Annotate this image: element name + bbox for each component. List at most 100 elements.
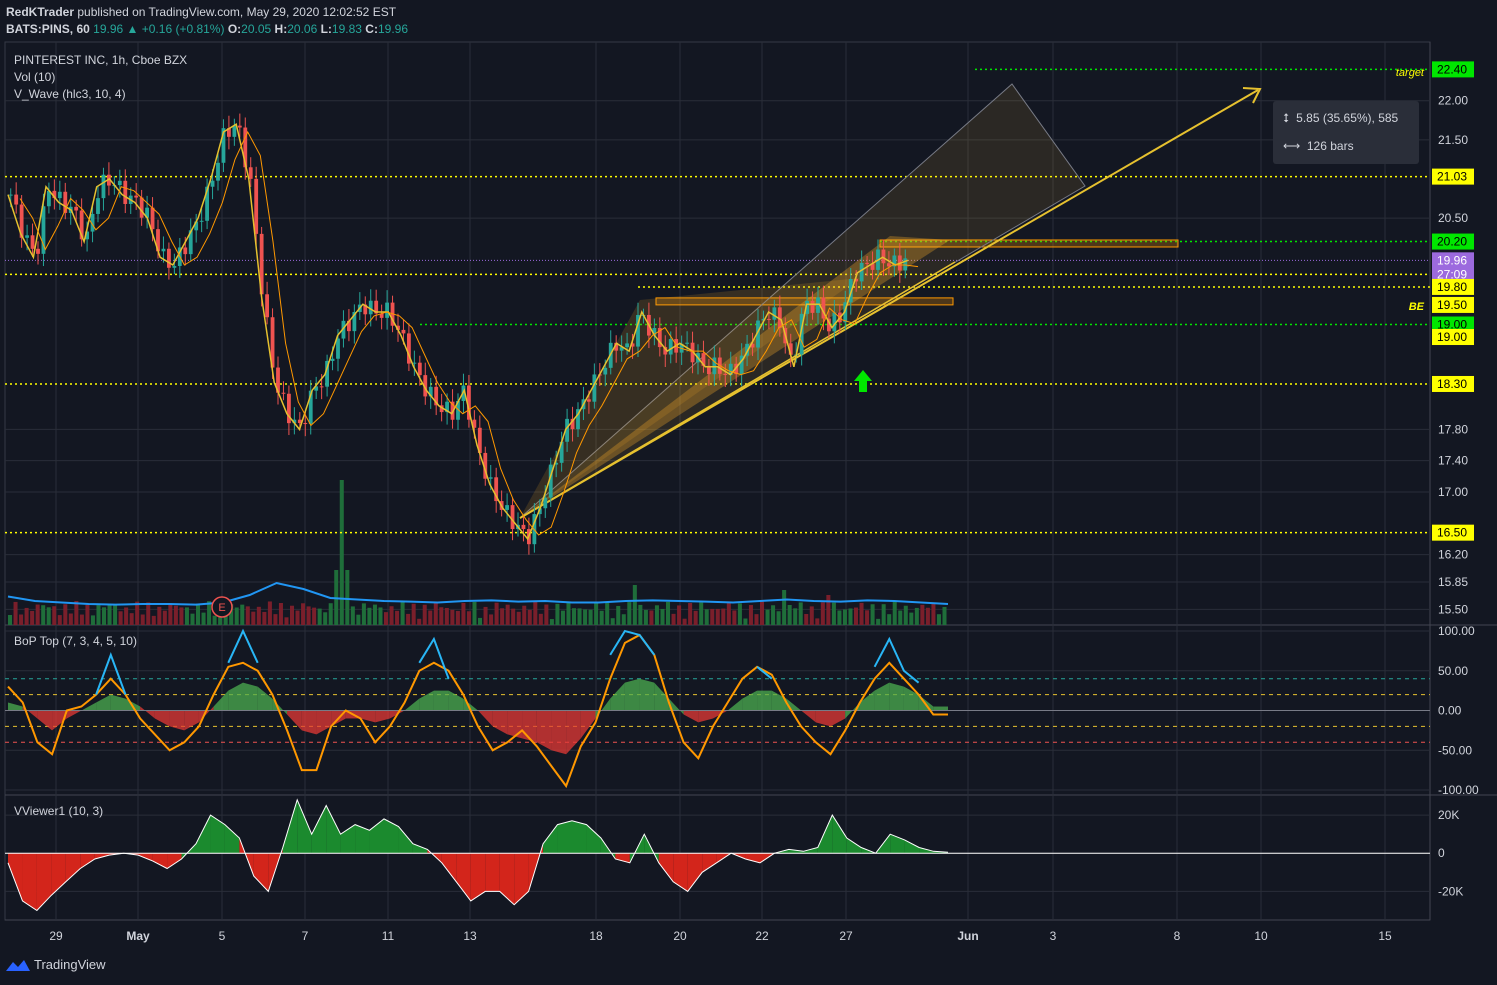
bop-area-segment — [801, 710, 816, 723]
volume-bar — [560, 610, 565, 625]
volume-bar — [345, 570, 350, 625]
volume-bar — [251, 611, 256, 625]
volume-bar — [63, 604, 68, 625]
volume-bar — [478, 617, 483, 625]
volume-bar — [627, 602, 632, 625]
vviewer-area-segment — [412, 843, 428, 854]
volume-bar — [887, 614, 892, 625]
vviewer-area-segment — [687, 853, 703, 892]
author-name[interactable]: RedKTrader — [6, 5, 75, 19]
volume-bar — [649, 610, 654, 625]
vviewer-area-segment — [253, 853, 269, 892]
vviewer-area-segment — [80, 853, 95, 869]
x-tick-label: 13 — [463, 929, 477, 943]
volume-bar — [721, 608, 726, 625]
volume-bar — [732, 610, 737, 625]
bop-area-segment — [698, 710, 713, 723]
x-tick-label: 8 — [1174, 929, 1181, 943]
candle-body — [728, 363, 733, 376]
volume-bar — [699, 602, 704, 625]
x-tick-label: 18 — [589, 929, 603, 943]
candle-body — [903, 258, 908, 271]
tradingview-logo[interactable]: TradingView — [6, 957, 106, 972]
vviewer-tick-label: 20K — [1438, 808, 1459, 822]
candle-body — [341, 320, 346, 339]
volume-bar — [538, 613, 543, 625]
bop-area-segment — [903, 686, 919, 711]
candle-body — [668, 339, 673, 355]
candle-body — [221, 128, 226, 163]
vviewer-area-segment — [572, 820, 587, 854]
candle-body — [134, 195, 139, 198]
bop-area-segment — [654, 682, 669, 711]
bop-area-segment — [228, 682, 243, 711]
volume-bar — [549, 619, 554, 625]
legend-bop[interactable]: BoP Top (7, 3, 4, 5, 10) — [14, 634, 137, 648]
volume-bar — [46, 607, 51, 625]
volume-bar — [400, 601, 405, 625]
volume-bar — [290, 605, 295, 625]
candle-body — [592, 374, 597, 402]
high-label: H: — [274, 22, 288, 36]
last-price: 19.96 — [93, 22, 124, 36]
candle-body — [821, 297, 826, 319]
volume-bar — [892, 601, 897, 625]
volume-bar — [566, 602, 571, 625]
candle-body — [865, 262, 869, 264]
vviewer-area-segment — [297, 799, 312, 854]
candle-body — [281, 392, 286, 394]
vviewer-area-segment — [846, 837, 862, 854]
volume-bar — [113, 605, 118, 625]
price-scale-badge-text: 19.96 — [1437, 253, 1467, 267]
vviewer-area-segment — [152, 853, 168, 869]
price-tick-label: 20.50 — [1438, 211, 1468, 225]
bop-tick-label: 100.00 — [1438, 624, 1475, 638]
legend-vviewer[interactable]: VViewer1 (10, 3) — [14, 804, 104, 818]
candle-body — [194, 221, 199, 231]
price-scale-badge-text: 21.03 — [1437, 170, 1467, 184]
candle-body — [79, 210, 84, 240]
volume-bar — [196, 603, 201, 625]
candle-body — [336, 338, 340, 359]
vviewer-area-segment — [615, 853, 630, 863]
volume-bar — [782, 590, 787, 625]
bop-area-segment — [889, 682, 904, 711]
legend-vol[interactable]: Vol (10) — [14, 70, 56, 84]
vviewer-area-segment — [311, 805, 327, 854]
candle-body — [870, 263, 875, 270]
candle-body — [805, 300, 809, 314]
candle-body — [723, 373, 728, 376]
candle-body — [188, 230, 193, 255]
bop-area-segment — [624, 678, 640, 711]
high-value: 20.06 — [287, 22, 318, 36]
vviewer-area-series — [8, 799, 948, 911]
candle-body — [379, 313, 384, 318]
bop-area-segment — [404, 698, 420, 711]
candle-body — [19, 204, 24, 238]
candle-body — [739, 355, 744, 375]
legend-vwave[interactable]: V_Wave (hlc3, 10, 4) — [14, 87, 126, 101]
volume-bar — [79, 614, 84, 625]
candle-body — [587, 399, 591, 402]
candle-body — [216, 162, 220, 181]
candle-body — [630, 343, 635, 347]
price-scale-badge-text: 19.00 — [1437, 330, 1467, 344]
volume-bar — [19, 614, 24, 625]
candle-body — [117, 180, 122, 186]
volume-bar — [793, 608, 798, 625]
volume-bar — [533, 601, 538, 625]
open-label: O: — [227, 22, 242, 36]
x-tick-label: 11 — [382, 929, 395, 943]
volume-bar — [201, 612, 206, 625]
candle-body — [652, 327, 657, 336]
volume-bar — [41, 605, 46, 625]
bop-area-segment — [566, 710, 581, 755]
vviewer-area-segment — [340, 824, 356, 854]
bop-area-segment — [257, 686, 273, 711]
volume-bar — [704, 609, 709, 625]
candle-body — [603, 367, 608, 375]
price-scale-badge — [1432, 266, 1474, 283]
candle-body — [554, 462, 559, 465]
candle-body — [467, 385, 471, 420]
